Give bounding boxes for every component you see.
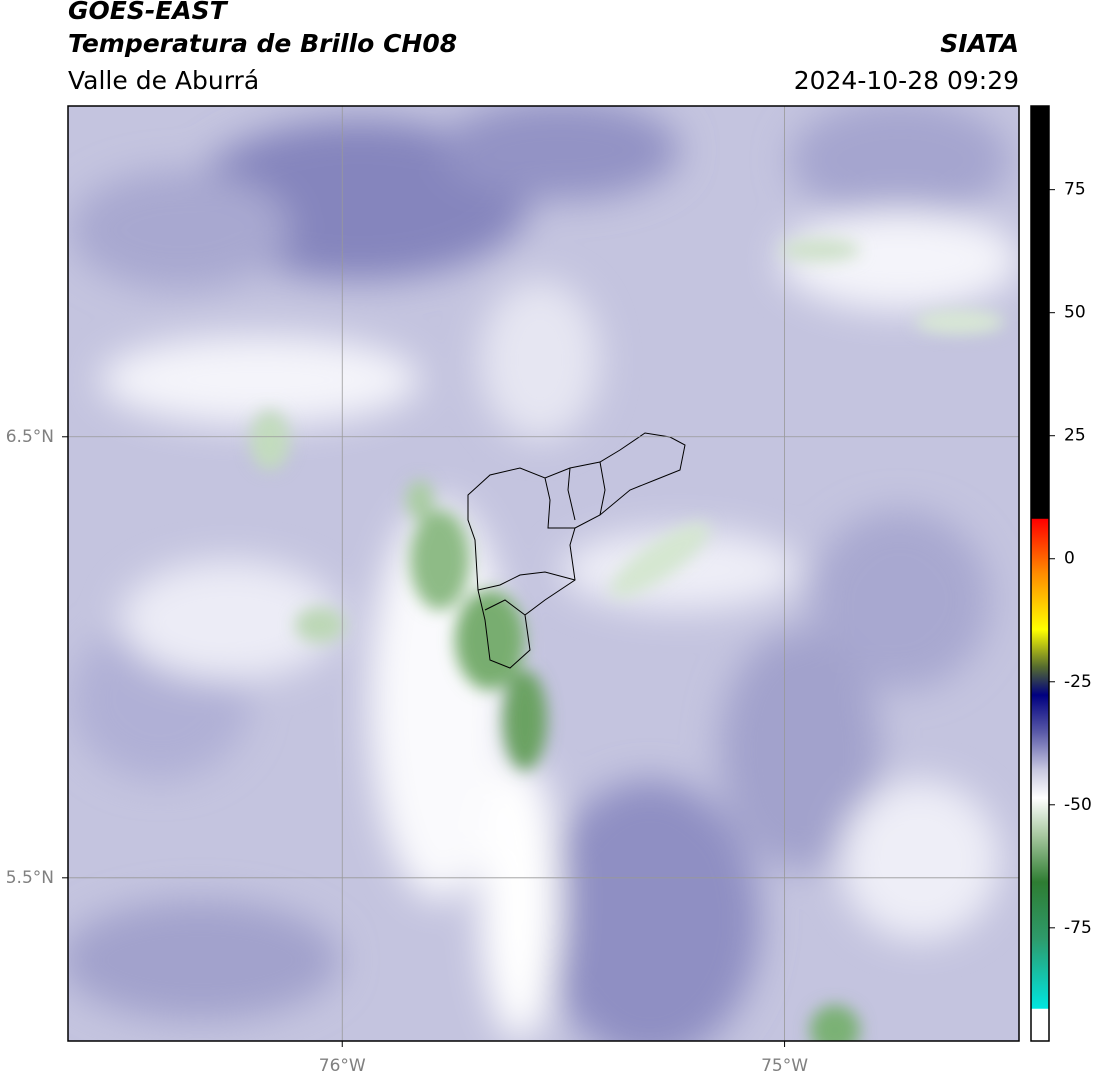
graticule: 6.5°N 5.5°N 76°W 75°W bbox=[6, 106, 1019, 1076]
region: Valle de Aburrá bbox=[68, 66, 259, 95]
colorbar-label: 50 bbox=[1064, 303, 1086, 323]
lat-label: 6.5°N bbox=[6, 427, 54, 447]
lon-label: 76°W bbox=[319, 1056, 366, 1076]
colorbar-label: -75 bbox=[1064, 918, 1092, 938]
region-boundary bbox=[467, 432, 686, 669]
source: SIATA bbox=[940, 29, 1019, 58]
timestamp: 2024-10-28 09:29 bbox=[794, 66, 1019, 95]
colorbar-ticks: 75 50 25 0 -25 -50 -75 bbox=[1049, 180, 1092, 938]
satellite: GOES-EAST bbox=[68, 0, 229, 25]
colorbar-label: 25 bbox=[1064, 426, 1086, 446]
satellite-image bbox=[68, 106, 1019, 1041]
colorbar bbox=[1030, 105, 1050, 1042]
product: Temperatura de Brillo CH08 bbox=[68, 29, 457, 58]
colorbar-label: -25 bbox=[1064, 672, 1092, 692]
colorbar-label: 0 bbox=[1064, 549, 1075, 569]
map-frame bbox=[67, 105, 1020, 1042]
lon-label: 75°W bbox=[761, 1056, 808, 1076]
colorbar-label: 75 bbox=[1064, 180, 1086, 200]
colorbar-label: -50 bbox=[1064, 795, 1092, 815]
lat-label: 5.5°N bbox=[6, 868, 54, 888]
